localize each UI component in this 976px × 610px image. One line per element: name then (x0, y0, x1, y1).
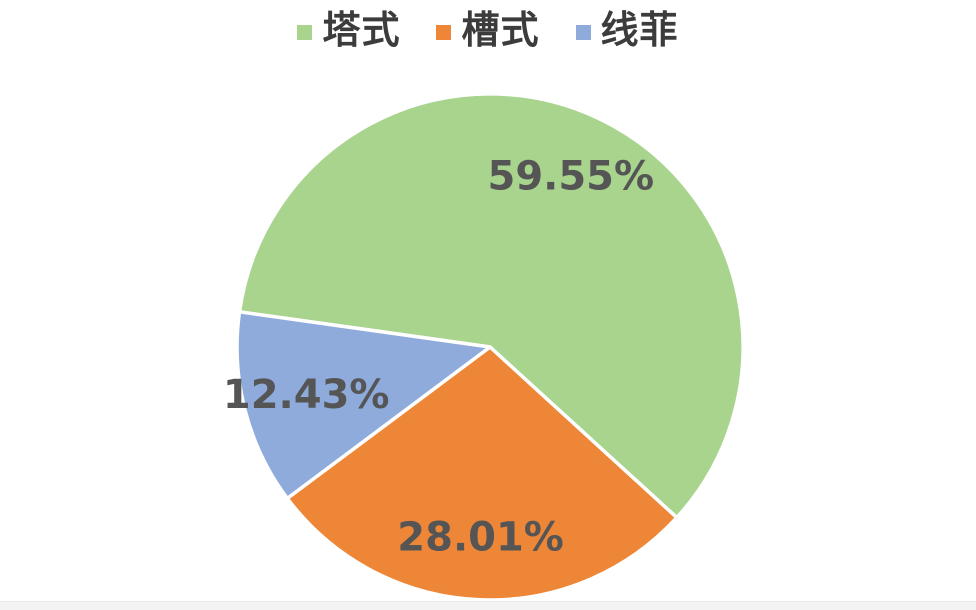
pie-data-label-线菲: 12.43% (223, 372, 390, 418)
chart-legend: 塔式 槽式 线菲 (0, 11, 976, 49)
legend-swatch-orange (436, 24, 452, 40)
legend-label: 塔式 (322, 8, 401, 52)
legend-label: 线菲 (600, 8, 679, 52)
legend-item-tashi[interactable]: 塔式 (297, 11, 400, 49)
page-bottom-strip (0, 601, 976, 610)
legend-item-xianfei[interactable]: 线菲 (575, 8, 679, 52)
legend-swatch-green (297, 24, 313, 40)
pie-data-label-槽式: 28.01% (397, 515, 564, 561)
pie-slice-线菲[interactable] (235, 310, 492, 501)
pie-slice-塔式[interactable] (237, 92, 745, 520)
legend-item-caoshi[interactable]: 槽式 (436, 11, 539, 49)
pie-slice-槽式[interactable] (285, 345, 679, 602)
pie-data-label-塔式: 59.55% (487, 153, 654, 199)
legend-swatch-blue (575, 24, 591, 40)
legend-label: 槽式 (461, 8, 540, 52)
